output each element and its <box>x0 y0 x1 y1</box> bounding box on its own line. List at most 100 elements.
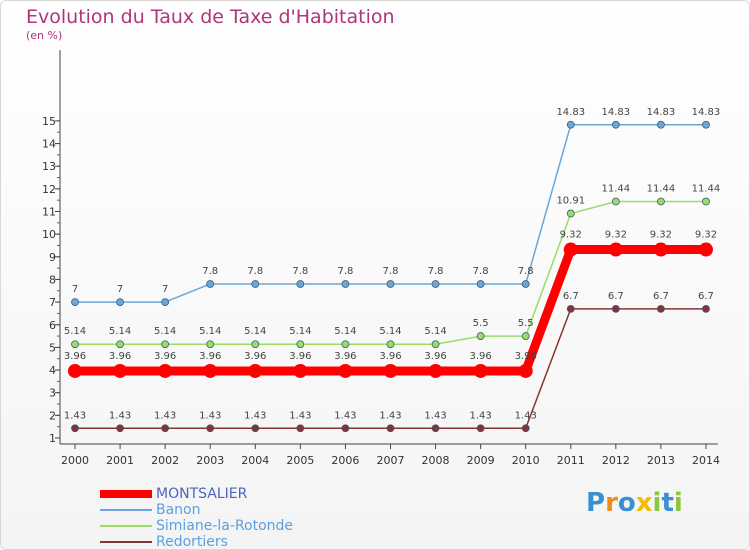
data-label-montsalier: 9.32 <box>560 230 582 241</box>
y-axis-tick-label: 9 <box>49 251 56 264</box>
x-axis-tick-label: 2000 <box>61 454 89 467</box>
y-axis-tick-label: 12 <box>42 183 56 196</box>
data-label-banon: 7.8 <box>202 266 218 277</box>
data-point-redortiers <box>251 424 260 433</box>
data-point-simiane-la-rotonde <box>476 332 485 340</box>
data-label-simiane-la-rotonde: 5.14 <box>289 326 311 337</box>
data-label-montsalier: 9.32 <box>650 230 672 241</box>
data-label-banon: 7.8 <box>518 266 534 277</box>
data-label-banon: 7 <box>72 284 78 295</box>
x-axis-tick-label: 2011 <box>557 454 585 467</box>
data-point-banon <box>296 280 305 288</box>
data-point-montsalier <box>383 363 398 378</box>
data-point-banon <box>71 298 79 307</box>
data-label-montsalier: 3.96 <box>244 351 266 362</box>
data-label-banon: 7 <box>117 284 123 295</box>
data-point-banon <box>116 298 124 307</box>
data-label-montsalier: 3.96 <box>379 351 401 362</box>
data-point-banon <box>386 280 395 288</box>
data-point-redortiers <box>611 304 620 313</box>
chart-title: Evolution du Taux de Taxe d'Habitation <box>26 6 395 28</box>
data-point-montsalier <box>563 242 578 257</box>
y-axis-tick-label: 7 <box>49 296 56 309</box>
legend-label: MONTSALIER <box>156 486 248 502</box>
data-point-redortiers <box>476 424 485 433</box>
x-axis-tick-label: 2004 <box>241 454 269 467</box>
legend-label: Simiane-la-Rotonde <box>156 518 294 534</box>
data-point-banon <box>161 298 170 307</box>
data-point-redortiers <box>296 424 305 433</box>
logo-letter: i <box>652 488 662 518</box>
data-label-simiane-la-rotonde: 5.14 <box>379 326 401 337</box>
data-point-redortiers <box>71 424 79 433</box>
data-label-redortiers: 6.7 <box>698 291 714 302</box>
x-axis-tick-label: 2010 <box>512 454 540 467</box>
data-point-simiane-la-rotonde <box>611 197 620 206</box>
data-label-banon: 7.8 <box>337 266 353 277</box>
y-axis-tick-label: 10 <box>42 228 56 241</box>
data-label-montsalier: 3.96 <box>424 351 446 362</box>
data-label-banon: 7.8 <box>383 266 399 277</box>
data-point-redortiers <box>116 424 124 433</box>
legend-item-simiane-la-rotonde: Simiane-la-Rotonde <box>100 518 293 534</box>
data-label-simiane-la-rotonde: 5.14 <box>199 326 221 337</box>
data-label-simiane-la-rotonde: 5.5 <box>473 318 489 329</box>
x-axis-tick-label: 2003 <box>196 454 224 467</box>
x-axis-tick-label: 2009 <box>467 454 495 467</box>
data-label-simiane-la-rotonde: 5.5 <box>518 318 534 329</box>
data-label-simiane-la-rotonde: 5.14 <box>334 326 356 337</box>
data-point-banon <box>431 280 440 288</box>
data-label-redortiers: 1.43 <box>64 410 86 421</box>
data-point-redortiers <box>702 304 710 313</box>
data-point-simiane-la-rotonde <box>341 340 350 349</box>
data-label-banon: 7.8 <box>473 266 489 277</box>
data-label-montsalier: 3.96 <box>515 351 537 362</box>
data-point-banon <box>251 280 260 288</box>
data-point-montsalier <box>653 242 668 257</box>
data-label-redortiers: 1.43 <box>199 410 221 421</box>
data-point-redortiers <box>657 304 665 313</box>
x-axis-tick-label: 2012 <box>602 454 630 467</box>
data-label-banon: 7.8 <box>428 266 444 277</box>
data-point-montsalier <box>608 242 623 257</box>
data-label-simiane-la-rotonde: 11.44 <box>647 184 676 195</box>
data-point-montsalier <box>68 363 82 378</box>
data-point-montsalier <box>203 363 218 378</box>
data-label-redortiers: 1.43 <box>334 410 356 421</box>
legend-item-banon: Banon <box>100 502 293 518</box>
data-label-banon: 14.83 <box>692 107 721 118</box>
data-label-redortiers: 6.7 <box>563 291 579 302</box>
legend-label: Banon <box>156 502 201 518</box>
y-axis-tick-label: 14 <box>42 138 56 151</box>
data-label-montsalier: 3.96 <box>64 351 86 362</box>
y-axis-tick-label: 3 <box>49 387 56 400</box>
data-point-redortiers <box>521 424 530 433</box>
logo-letter: o <box>617 488 636 518</box>
data-label-simiane-la-rotonde: 10.91 <box>556 196 585 207</box>
data-point-montsalier <box>698 242 713 257</box>
data-point-montsalier <box>158 363 173 378</box>
data-point-redortiers <box>206 424 215 433</box>
y-axis-tick-label: 2 <box>49 409 56 422</box>
logo-letter: x <box>635 488 653 518</box>
data-point-montsalier <box>518 363 533 378</box>
data-label-redortiers: 1.43 <box>289 410 311 421</box>
legend-label: Redortiers <box>156 534 228 550</box>
data-label-simiane-la-rotonde: 11.44 <box>602 184 631 195</box>
x-axis-tick-label: 2006 <box>331 454 359 467</box>
x-axis-tick-label: 2013 <box>647 454 675 467</box>
data-point-simiane-la-rotonde <box>116 340 124 349</box>
data-label-banon: 14.83 <box>602 107 631 118</box>
data-label-montsalier: 3.96 <box>334 351 356 362</box>
data-label-simiane-la-rotonde: 5.14 <box>154 326 176 337</box>
x-axis-tick-label: 2001 <box>106 454 134 467</box>
data-point-simiane-la-rotonde <box>71 340 79 349</box>
data-point-simiane-la-rotonde <box>566 209 575 218</box>
y-axis-tick-label: 13 <box>42 160 56 173</box>
data-point-montsalier <box>113 363 128 378</box>
data-point-banon <box>521 280 530 288</box>
proxiti-logo: Proxiti <box>586 488 683 518</box>
data-point-banon <box>206 280 215 288</box>
